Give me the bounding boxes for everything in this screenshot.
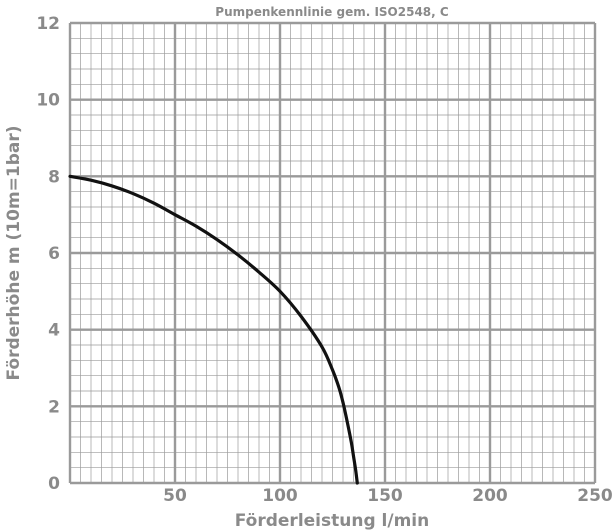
y-tick-label: 0 <box>48 474 60 494</box>
x-tick-labels: 50 100 150 200 250 <box>163 486 612 506</box>
y-tick-label: 12 <box>36 14 60 34</box>
series-line <box>68 174 359 485</box>
y-tick-label: 2 <box>48 397 60 417</box>
x-tick-label: 50 <box>163 486 187 506</box>
y-tick-label: 8 <box>48 167 60 187</box>
y-tick-label: 6 <box>48 244 60 264</box>
x-tick-label: 250 <box>577 486 612 506</box>
y-tick-label: 4 <box>48 321 60 341</box>
y-tick-label: 10 <box>36 91 60 111</box>
y-axis-title: Förderhöhe m (10m=1bar) <box>4 125 24 380</box>
y-tick-labels: 0 2 4 6 8 10 12 <box>36 14 60 494</box>
x-tick-label: 150 <box>367 486 403 506</box>
major-grid <box>68 21 597 485</box>
chart-title: Pumpenkennlinie gem. ISO2548, C <box>215 5 449 19</box>
x-axis-title: Förderleistung l/min <box>235 511 429 531</box>
x-tick-label: 200 <box>472 486 508 506</box>
x-tick-label: 100 <box>262 486 298 506</box>
